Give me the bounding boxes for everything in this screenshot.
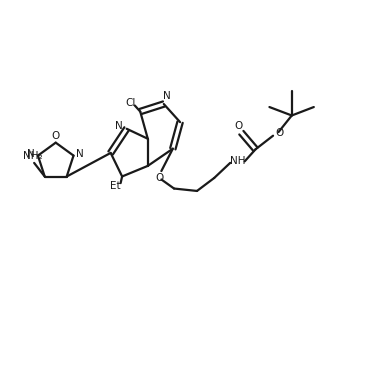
Text: O: O	[234, 121, 242, 131]
Text: Cl: Cl	[126, 97, 136, 108]
Text: NH₂: NH₂	[23, 151, 42, 161]
Text: O: O	[156, 173, 164, 182]
Text: NH: NH	[230, 156, 246, 166]
Text: O: O	[276, 128, 284, 138]
Text: N: N	[76, 149, 84, 159]
Text: N: N	[115, 121, 123, 131]
Text: Et: Et	[110, 181, 121, 191]
Text: N: N	[27, 149, 35, 159]
Text: N: N	[163, 92, 171, 101]
Text: O: O	[51, 131, 60, 141]
